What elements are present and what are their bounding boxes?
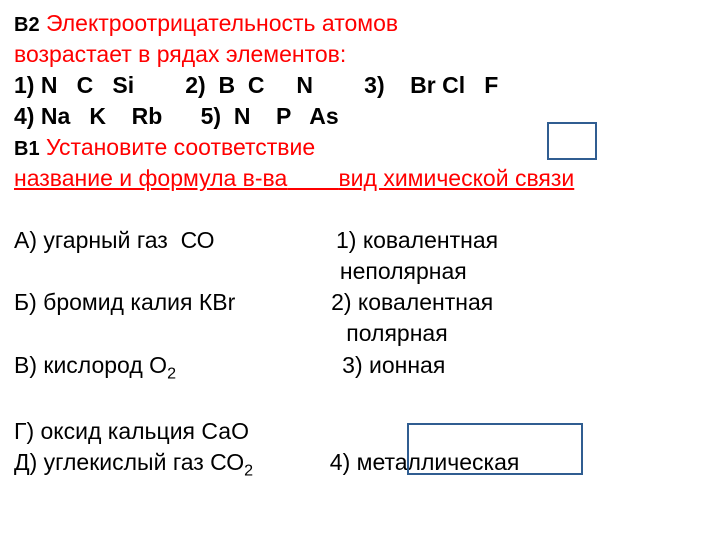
q-number-b2: В2 (14, 14, 40, 36)
row-d-sub: 2 (244, 462, 253, 480)
line1-red: Электроотрицательность атомов (40, 10, 399, 36)
line-4: 4) Na K Rb 5) N P As (14, 101, 706, 132)
row-b2: полярная (14, 318, 706, 349)
line-2: возрастает в рядах элементов: (14, 39, 706, 70)
row-a2: неполярная (14, 256, 706, 287)
row-g: Г) оксид кальция СаО (14, 416, 706, 447)
line-5: В1 Установите соответствие (14, 132, 706, 163)
row-v-right: 3) ионная (176, 352, 445, 378)
col-gap (287, 165, 338, 191)
answer-box-2 (407, 423, 583, 475)
line-6: название и формула в-ва вид химической с… (14, 163, 706, 194)
col-head-left: название и формула в-ва (14, 165, 287, 191)
line-1: В2 Электроотрицательность атомов (14, 8, 706, 39)
row-v: В) кислород О2 3) ионная (14, 350, 706, 385)
answer-box-1 (547, 122, 597, 160)
row-v-sub: 2 (167, 364, 176, 382)
blank-line (14, 194, 706, 225)
row-d-left: Д) углекислый газ СО (14, 449, 244, 475)
row-b: Б) бромид калия КВr 2) ковалентная (14, 287, 706, 318)
row-d: Д) углекислый газ СО2 4) металлическая (14, 447, 706, 482)
q-number-b1: В1 (14, 138, 40, 160)
line5-red: Установите соответствие (40, 134, 316, 160)
col-head-right: вид химической связи (338, 165, 574, 191)
document-page: В2 Электроотрицательность атомов возраст… (0, 0, 720, 540)
row-v-left: В) кислород О (14, 352, 167, 378)
line-3: 1) N C Si 2) B C N 3) Br Cl F (14, 70, 706, 101)
row-a: А) угарный газ СО 1) ковалентная (14, 225, 706, 256)
blank-line-2 (14, 385, 706, 416)
